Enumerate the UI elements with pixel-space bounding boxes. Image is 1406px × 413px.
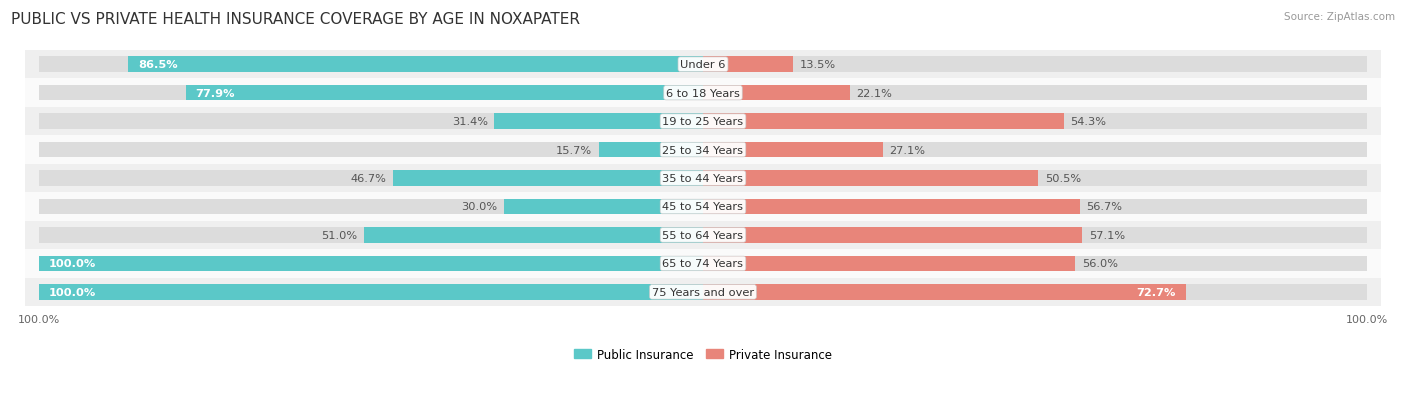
Bar [364, 228, 703, 243]
Bar [39, 199, 703, 215]
Text: 19 to 25 Years: 19 to 25 Years [662, 117, 744, 127]
Text: 57.1%: 57.1% [1088, 230, 1125, 240]
Bar [703, 85, 849, 101]
Text: 6 to 18 Years: 6 to 18 Years [666, 88, 740, 98]
Bar [703, 114, 1367, 130]
Bar [0, 79, 1406, 108]
Bar [0, 249, 1406, 278]
Bar [392, 171, 703, 186]
Text: 27.1%: 27.1% [890, 145, 925, 155]
Legend: Public Insurance, Private Insurance: Public Insurance, Private Insurance [574, 348, 832, 361]
Bar [39, 284, 703, 300]
Bar [703, 228, 1083, 243]
Bar [39, 114, 703, 130]
Bar [703, 171, 1039, 186]
Bar [39, 228, 703, 243]
Text: 15.7%: 15.7% [555, 145, 592, 155]
Bar [703, 199, 1080, 215]
Text: 45 to 54 Years: 45 to 54 Years [662, 202, 744, 212]
Bar [0, 51, 1406, 79]
Bar [503, 199, 703, 215]
Text: 30.0%: 30.0% [461, 202, 498, 212]
Text: 77.9%: 77.9% [195, 88, 235, 98]
Text: 65 to 74 Years: 65 to 74 Years [662, 259, 744, 269]
Bar [0, 164, 1406, 193]
Text: 54.3%: 54.3% [1070, 117, 1107, 127]
Bar [0, 278, 1406, 306]
Text: 46.7%: 46.7% [350, 173, 387, 184]
Text: 75 Years and over: 75 Years and over [652, 287, 754, 297]
Text: 25 to 34 Years: 25 to 34 Years [662, 145, 744, 155]
Bar [0, 221, 1406, 249]
Bar [495, 114, 703, 130]
Bar [703, 228, 1367, 243]
Text: 72.7%: 72.7% [1136, 287, 1175, 297]
Bar [703, 199, 1367, 215]
Bar [599, 142, 703, 158]
Bar [703, 85, 1367, 101]
Bar [186, 85, 703, 101]
Bar [0, 108, 1406, 136]
Text: 100.0%: 100.0% [49, 259, 96, 269]
Text: PUBLIC VS PRIVATE HEALTH INSURANCE COVERAGE BY AGE IN NOXAPATER: PUBLIC VS PRIVATE HEALTH INSURANCE COVER… [11, 12, 581, 27]
Text: 56.0%: 56.0% [1081, 259, 1118, 269]
Bar [703, 142, 883, 158]
Bar [703, 284, 1185, 300]
Bar [0, 193, 1406, 221]
Bar [703, 142, 1367, 158]
Bar [39, 284, 703, 300]
Text: 56.7%: 56.7% [1087, 202, 1122, 212]
Bar [39, 256, 703, 272]
Bar [703, 256, 1076, 272]
Text: 100.0%: 100.0% [49, 287, 96, 297]
Text: 35 to 44 Years: 35 to 44 Years [662, 173, 744, 184]
Text: 50.5%: 50.5% [1045, 173, 1081, 184]
Text: 86.5%: 86.5% [138, 60, 179, 70]
Text: 51.0%: 51.0% [322, 230, 357, 240]
Bar [703, 57, 793, 73]
Text: 31.4%: 31.4% [451, 117, 488, 127]
Bar [0, 136, 1406, 164]
Bar [703, 57, 1367, 73]
Bar [703, 284, 1367, 300]
Bar [39, 57, 703, 73]
Text: Under 6: Under 6 [681, 60, 725, 70]
Bar [703, 171, 1367, 186]
Text: 22.1%: 22.1% [856, 88, 893, 98]
Bar [703, 256, 1367, 272]
Bar [39, 171, 703, 186]
Text: 13.5%: 13.5% [800, 60, 835, 70]
Bar [39, 85, 703, 101]
Bar [128, 57, 703, 73]
Text: Source: ZipAtlas.com: Source: ZipAtlas.com [1284, 12, 1395, 22]
Bar [703, 114, 1064, 130]
Bar [39, 256, 703, 272]
Text: 55 to 64 Years: 55 to 64 Years [662, 230, 744, 240]
Bar [39, 142, 703, 158]
